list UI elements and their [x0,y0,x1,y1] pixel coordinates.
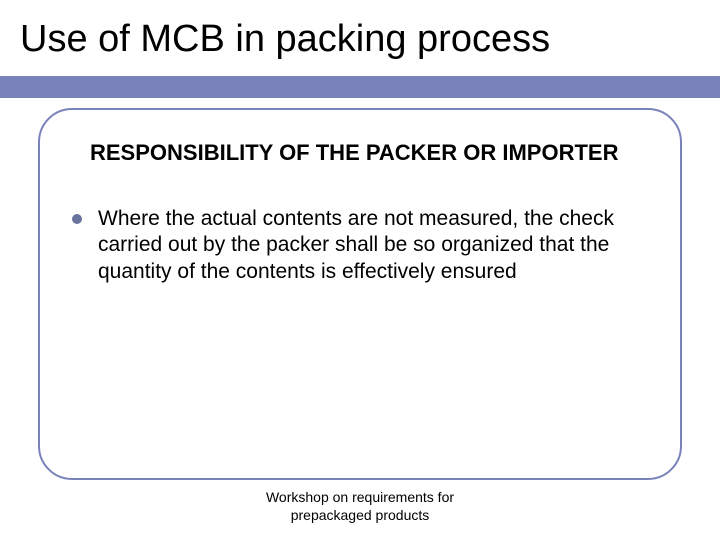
bullet-item: Where the actual contents are not measur… [72,206,662,285]
slide: Use of MCB in packing process RESPONSIBI… [0,0,720,540]
footer-line-1: Workshop on requirements for [0,489,720,507]
footer-line-2: prepackaged products [0,507,720,525]
bullet-text: Where the actual contents are not measur… [98,206,662,285]
slide-title: Use of MCB in packing process [20,18,550,61]
footer: Workshop on requirements for prepackaged… [0,489,720,524]
accent-bar [0,76,720,98]
slide-subtitle: RESPONSIBILITY OF THE PACKER OR IMPORTER [90,140,618,166]
bullet-dot-icon [72,214,82,224]
